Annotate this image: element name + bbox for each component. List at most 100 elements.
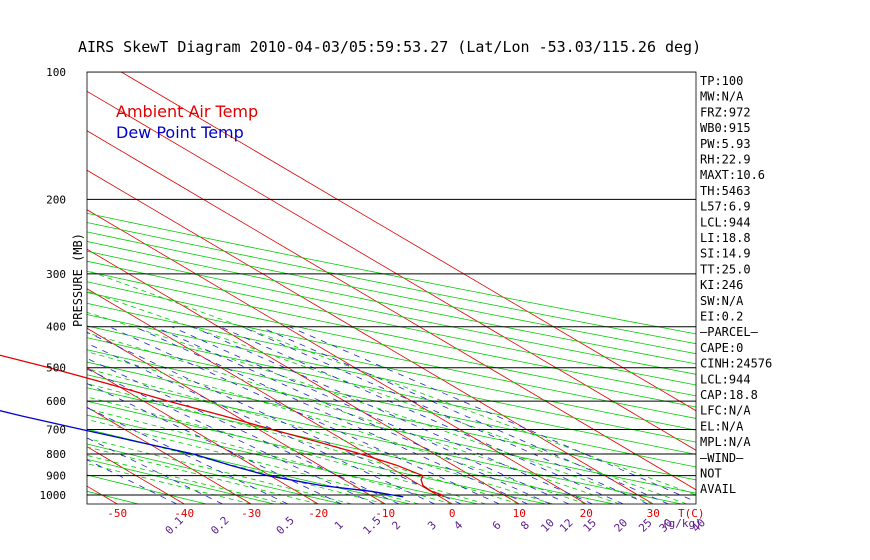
mixing-ratio-line — [154, 326, 551, 504]
mixing-ratio-line — [87, 437, 223, 504]
moist-adiabat-line — [87, 437, 352, 504]
dry-adiabat-line — [87, 231, 696, 355]
dry-adiabat-line — [87, 270, 696, 397]
mixing-ratio-line — [241, 326, 649, 504]
mixing-ratio-line — [259, 326, 669, 504]
stability-index-item: EI:0.2 — [700, 310, 743, 324]
stability-index-item: CINH:24576 — [700, 357, 772, 371]
stability-index-item: —WIND— — [700, 451, 744, 465]
mixing-ratio-line — [87, 383, 342, 504]
mixing-ratio-line — [87, 342, 435, 504]
moist-adiabat-line — [87, 463, 252, 504]
dry-adiabat-line — [87, 250, 696, 375]
pressure-tick-label: 900 — [46, 470, 66, 483]
mixing-ratio-line — [87, 368, 375, 504]
mixing-ratio-line — [87, 358, 400, 504]
bottom-temp-tick-label: -30 — [241, 507, 261, 520]
dry-adiabat-line — [87, 428, 411, 504]
dry-adiabat-line — [87, 260, 696, 386]
bottom-axis-unit-label: T(C) — [678, 507, 705, 520]
pressure-tick-label: 100 — [46, 66, 66, 79]
stability-index-item: EL:N/A — [700, 419, 744, 433]
mixing-ratio-label: 1 — [332, 519, 346, 533]
stability-index-item: TH:5463 — [700, 184, 751, 198]
isotherm-line — [87, 169, 654, 504]
mixing-ratio-label: 12 — [557, 516, 576, 535]
stability-index-item: SI:14.9 — [700, 247, 751, 261]
dry-adiabat-line — [87, 325, 696, 455]
pressure-tick-label: 700 — [46, 424, 66, 437]
pressure-tick-label: 300 — [46, 268, 66, 281]
bottom-temp-tick-label: 20 — [580, 507, 593, 520]
dry-adiabat-line — [87, 222, 696, 345]
stability-index-item: MW:N/A — [700, 90, 744, 104]
mixing-ratio-line — [87, 407, 288, 504]
ambient-air-temp-line — [0, 354, 445, 498]
mixing-ratio-line — [192, 326, 593, 504]
y-axis-label: PRESSURE (MB) — [71, 233, 85, 327]
pressure-tick-label: 600 — [46, 395, 66, 408]
isotherm-line — [0, 72, 50, 504]
isotherm-line — [87, 130, 696, 491]
isotherm-line — [87, 367, 319, 504]
stability-index-item: AVAIL — [700, 482, 736, 496]
isotherm-line — [87, 406, 252, 504]
moist-adiabat-line — [87, 311, 654, 504]
dry-adiabat-line — [87, 212, 696, 335]
chart-title: AIRS SkewT Diagram 2010-04-03/05:59:53.2… — [78, 38, 701, 56]
stability-index-item: NOT — [700, 467, 722, 481]
stability-index-item: SW:N/A — [700, 294, 744, 308]
mixing-ratio-line — [171, 326, 570, 504]
plot-area — [0, 71, 697, 505]
dry-adiabat-line — [87, 314, 696, 443]
background-lines — [0, 72, 696, 504]
stability-index-item: LI:18.8 — [700, 231, 751, 245]
isotherm-line — [87, 485, 118, 504]
bottom-temp-tick-label: -20 — [308, 507, 328, 520]
mixing-ratio-label: 2 — [389, 519, 403, 533]
bottom-temp-tick-label: -10 — [375, 507, 395, 520]
dry-adiabat-line — [87, 281, 696, 408]
mixing-ratio-label: 4 — [451, 518, 465, 532]
dry-adiabat-line — [87, 374, 682, 504]
bottom-temp-tick-label: 30 — [647, 507, 660, 520]
isotherm-line — [87, 90, 696, 451]
moist-adiabat-line — [87, 383, 520, 504]
moist-adiabat-line — [87, 269, 696, 496]
isotherm-line — [87, 327, 386, 504]
mixing-ratio-line — [87, 331, 462, 504]
stability-index-item: TT:25.0 — [700, 262, 751, 276]
moist-adiabat-line — [87, 290, 687, 504]
mixing-ratio-label: 3 — [425, 519, 439, 533]
pressure-tick-label: 1000 — [40, 489, 67, 502]
stability-index-item: MPL:N/A — [700, 435, 751, 449]
moist-adiabat-line — [87, 454, 285, 504]
stability-index-item: L57:6.9 — [700, 200, 751, 214]
pressure-tick-label: 400 — [46, 321, 66, 334]
mixing-ratio-line — [219, 326, 624, 504]
legend-dew-point-temp: Dew Point Temp — [116, 123, 244, 142]
dry-adiabat-line — [87, 400, 546, 504]
stability-index-item: KI:246 — [700, 278, 743, 292]
mixing-ratio-label: 0.2 — [208, 514, 231, 537]
moist-adiabat-line — [87, 332, 620, 504]
stability-index-item: LFC:N/A — [700, 404, 751, 418]
dry-adiabat-line — [87, 349, 696, 481]
stability-index-item: RH:22.9 — [700, 153, 751, 167]
dew-point-temp-line — [0, 410, 404, 498]
dry-adiabat-line — [87, 337, 696, 468]
mixing-ratio-label: 20 — [612, 516, 631, 535]
pressure-tick-label: 500 — [46, 362, 66, 375]
mixing-ratio-label: 8 — [518, 519, 532, 533]
moist-adiabat-line — [87, 351, 587, 504]
mixing-ratio-label: 0.5 — [274, 514, 297, 537]
bottom-temp-tick-label: -50 — [107, 507, 127, 520]
stability-index-item: MAXT:10.6 — [700, 168, 765, 182]
stability-index-item: —PARCEL— — [700, 325, 759, 339]
moist-adiabat-line — [87, 408, 453, 504]
isotherm-line — [121, 72, 696, 412]
stability-index-item: TP:100 — [700, 74, 743, 88]
stability-index-item: CAPE:0 — [700, 341, 743, 355]
